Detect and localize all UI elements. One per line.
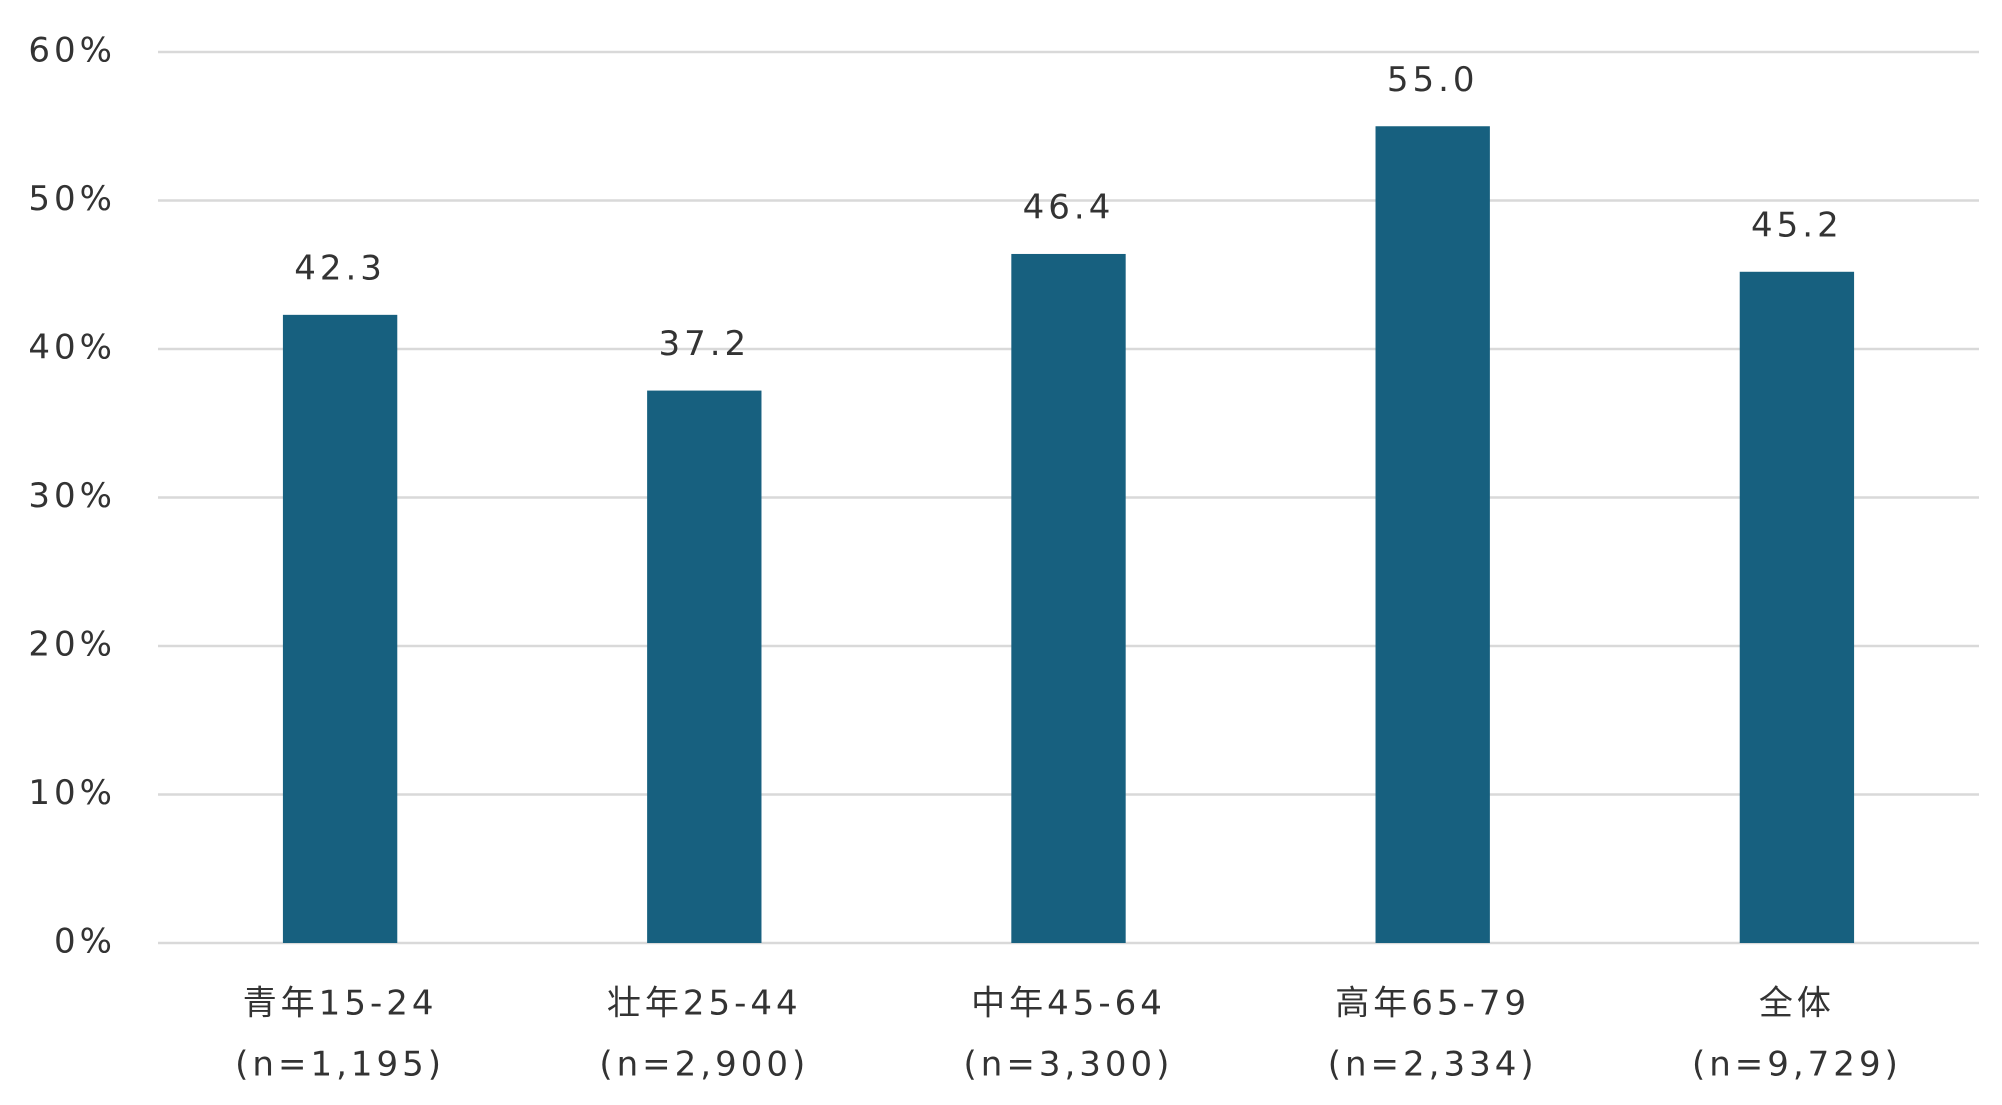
x-tick-note: (n=2,334) [1328, 1045, 1538, 1085]
y-tick-label: 20% [28, 625, 116, 665]
bar [647, 390, 762, 944]
value-label: 45.2 [1751, 205, 1843, 245]
value-label: 42.3 [294, 248, 386, 288]
x-tick-label: 全体 [1759, 984, 1835, 1024]
x-tick-note: (n=2,900) [599, 1045, 809, 1085]
x-tick-label: 中年45-64 [971, 984, 1166, 1024]
y-tick-label: 50% [28, 179, 116, 219]
y-tick-label: 30% [28, 476, 116, 516]
x-tick-note: (n=9,729) [1692, 1045, 1902, 1085]
value-label: 37.2 [658, 324, 750, 364]
value-label: 46.4 [1023, 187, 1115, 227]
bar [282, 314, 398, 944]
bar [1011, 253, 1126, 943]
x-tick-label: 壮年25-44 [607, 984, 802, 1024]
x-tick-label: 青年15-24 [243, 984, 438, 1024]
y-tick-label: 40% [28, 328, 116, 368]
x-tick-label: 高年65-79 [1335, 984, 1530, 1024]
y-tick-label: 60% [28, 31, 116, 71]
bar [1739, 271, 1855, 943]
x-tick-note: (n=1,195) [235, 1045, 445, 1085]
y-tick-label: 10% [28, 773, 116, 813]
x-tick-note: (n=3,300) [964, 1045, 1174, 1085]
bar [1375, 126, 1490, 943]
y-tick-label: 0% [54, 922, 116, 962]
value-label: 55.0 [1387, 60, 1479, 100]
